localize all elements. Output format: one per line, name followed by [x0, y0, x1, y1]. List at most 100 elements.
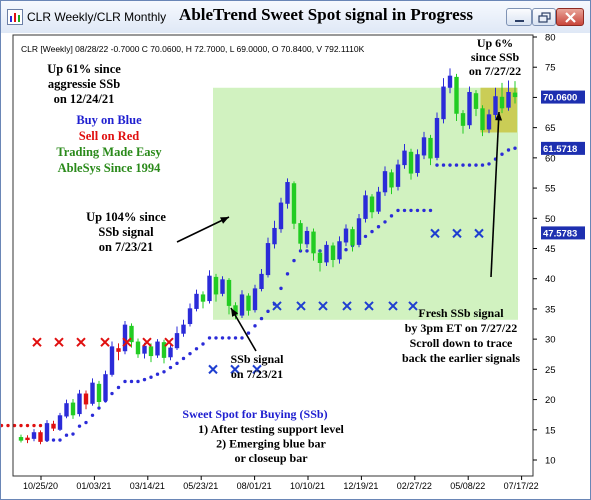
- bar-body: [25, 437, 30, 441]
- price-bar: [428, 134, 433, 166]
- buy-signal-mark: [408, 301, 418, 311]
- bar-body: [220, 279, 225, 294]
- bar-body: [148, 346, 154, 357]
- support-dot: [155, 372, 160, 376]
- sweet-spot-items: or closeup bar: [234, 451, 308, 465]
- support-dot: [58, 438, 62, 442]
- price-bar: [57, 412, 63, 431]
- bar-body: [83, 393, 89, 405]
- support-dot: [396, 208, 400, 213]
- window-title: CLR Weekly/CLR Monthly: [27, 10, 167, 24]
- support-dot: [253, 324, 257, 328]
- support-dot: [500, 152, 504, 156]
- resistance-dot: [19, 423, 23, 428]
- support-dot: [246, 331, 251, 335]
- y-tick-label: 55: [545, 184, 556, 195]
- bar-body: [376, 191, 381, 212]
- price-bar: [161, 339, 167, 364]
- price-bar: [226, 278, 232, 315]
- support-dot: [110, 391, 114, 396]
- legend-line: Sell on Red: [79, 129, 139, 143]
- price-bar: [207, 270, 212, 304]
- bar-body: [233, 305, 238, 316]
- x-stroke: [252, 364, 262, 375]
- arrow-fresh-ssb: [490, 111, 503, 278]
- price-label: 70.0600: [541, 90, 585, 104]
- price-bar: [330, 242, 336, 268]
- price-bar: [389, 169, 394, 195]
- y-tick-label: 35: [545, 304, 556, 315]
- y-tick-label: 10: [545, 456, 556, 467]
- bar-body: [129, 325, 134, 343]
- annotation-up6: Up 6%: [477, 36, 513, 50]
- x-stroke: [208, 364, 218, 375]
- price-label-bg: [541, 226, 585, 240]
- y-tick-label: 50: [545, 214, 556, 225]
- bar-body: [512, 92, 518, 98]
- support-dot: [168, 365, 173, 370]
- bar-body: [441, 86, 446, 120]
- buy-signal-mark: [342, 301, 352, 311]
- price-bar: [434, 112, 440, 161]
- chart-app-icon: [7, 9, 23, 25]
- price-bar: [408, 148, 414, 180]
- buy-signal-mark: [272, 301, 282, 311]
- support-dot: [292, 258, 296, 263]
- support-dot: [409, 208, 413, 213]
- x-stroke: [54, 337, 64, 347]
- price-chart[interactable]: 10152025303540455055606570758010/25/2001…: [1, 33, 590, 499]
- price-label: 47.5783: [541, 226, 585, 240]
- bar-body: [194, 293, 199, 309]
- price-bar: [356, 214, 362, 248]
- price-bar: [486, 109, 492, 134]
- sweet-spot-title: Sweet Spot for Buying (SSb): [182, 407, 327, 421]
- y-tick-label: 20: [545, 395, 556, 406]
- x-tick-label: 10/25/20: [23, 481, 58, 491]
- x-stroke: [32, 337, 42, 347]
- support-dot: [513, 146, 517, 150]
- sell-signal-mark: [100, 337, 110, 347]
- price-label-text: 70.0600: [543, 93, 577, 104]
- resistance-dot: [32, 423, 36, 428]
- bar-body: [174, 333, 180, 349]
- minimize-button[interactable]: [506, 8, 532, 26]
- price-bar: [77, 389, 82, 417]
- support-dot: [415, 208, 420, 213]
- bar-body: [38, 432, 43, 442]
- bar-body: [493, 96, 498, 115]
- bar-body: [239, 294, 245, 316]
- price-bar: [200, 291, 206, 309]
- y-tick-label: 80: [545, 33, 556, 44]
- price-bar: [304, 226, 310, 248]
- y-tick-label: 45: [545, 244, 556, 255]
- support-dot: [422, 208, 426, 213]
- support-dot: [97, 406, 101, 410]
- price-bar: [103, 370, 108, 403]
- sell-signal-mark: [164, 337, 174, 347]
- buy-signal-mark: [474, 228, 484, 239]
- bar-body: [278, 202, 284, 230]
- x-stroke: [142, 337, 152, 347]
- price-bar: [64, 399, 69, 419]
- x-tick-label: 10/10/21: [290, 481, 325, 491]
- x-stroke: [364, 301, 374, 311]
- legend-line: Trading Made Easy: [56, 145, 162, 159]
- arrow-head: [220, 217, 229, 224]
- x-stroke: [76, 337, 86, 347]
- price-bar: [135, 338, 141, 358]
- price-bar: [259, 269, 264, 292]
- price-bar: [18, 434, 24, 443]
- resistance-dot: [12, 423, 17, 428]
- sell-signal-mark: [54, 337, 64, 347]
- price-bar: [239, 290, 245, 318]
- bar-body: [486, 114, 492, 130]
- bar-body: [454, 76, 459, 114]
- restore-icon: [538, 12, 551, 23]
- y-tick-label: 60: [545, 153, 556, 164]
- x-stroke: [388, 301, 398, 311]
- close-button[interactable]: [556, 8, 584, 26]
- bar-body: [259, 273, 264, 289]
- restore-button[interactable]: [532, 8, 556, 26]
- x-tick-label: 12/19/21: [343, 481, 378, 491]
